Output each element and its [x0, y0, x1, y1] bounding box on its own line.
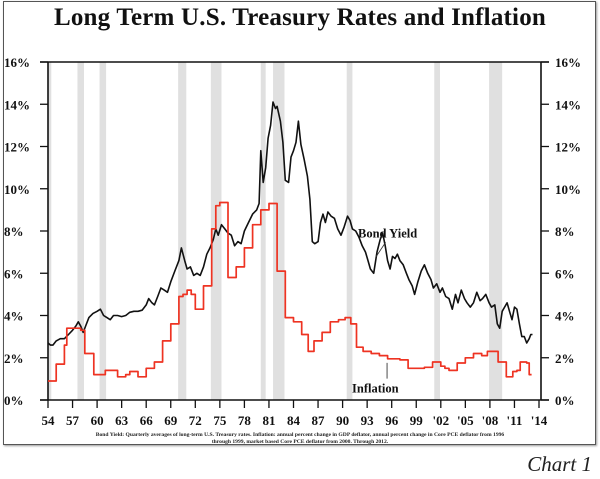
x-tick-label: 81	[262, 413, 275, 428]
y-tick-label-right: 10%	[555, 182, 581, 197]
x-tick-label: 72	[189, 413, 202, 428]
y-tick-label-right: 8%	[555, 224, 575, 239]
y-tick-label-right: 14%	[555, 97, 581, 112]
inflation-line	[48, 201, 532, 382]
x-tick-label: '08	[482, 413, 499, 428]
x-tick-label: '02	[432, 413, 449, 428]
inflation-annotation: Inflation	[352, 382, 399, 396]
recession-band	[346, 62, 353, 400]
y-tick-label-right: 12%	[555, 140, 581, 155]
y-tick-label-right: 4%	[555, 309, 575, 324]
x-tick-label: 57	[66, 413, 80, 428]
series-lines	[47, 101, 533, 382]
x-tick-label: '11	[506, 413, 522, 428]
chart-title: Long Term U.S. Treasury Rates and Inflat…	[53, 4, 546, 31]
x-tick-label: 90	[336, 413, 349, 428]
recession-band	[178, 62, 187, 400]
y-tick-label-left: 2%	[4, 351, 24, 366]
x-tick-label: 99	[410, 413, 424, 428]
y-tick-label-right: 2%	[555, 351, 575, 366]
y-tick-label-left: 10%	[4, 182, 30, 197]
x-tick-label: '05	[457, 413, 474, 428]
y-tick-label-left: 4%	[4, 309, 24, 324]
axes: 0% 0% 2% 2% 4% 4% 6% 6% 8% 8% 10% 10% 12% 12% 14% 14% 16…	[4, 55, 581, 428]
x-tick-label: 69	[164, 413, 178, 428]
recession-bands	[48, 62, 503, 400]
recession-band	[99, 62, 107, 400]
x-tick-label: 96	[385, 413, 399, 428]
y-tick-label-left: 8%	[4, 224, 24, 239]
recession-band	[434, 62, 440, 400]
y-tick-label-left: 0%	[4, 393, 24, 408]
x-tick-label: 66	[140, 413, 154, 428]
footnote-line-2: through 1999, market based Core PCE defl…	[211, 439, 389, 445]
recession-band	[48, 62, 52, 400]
y-tick-label-left: 16%	[4, 55, 30, 70]
x-tick-label: 84	[287, 413, 301, 428]
x-tick-label: 60	[91, 413, 104, 428]
recession-band	[260, 62, 266, 400]
x-tick-label: 63	[115, 413, 129, 428]
bond-yield-pointer	[375, 242, 386, 258]
y-tick-label-right: 16%	[555, 55, 581, 70]
y-tick-label-right: 0%	[555, 393, 575, 408]
bond-yield-line	[47, 101, 533, 346]
x-tick-label: 54	[42, 413, 56, 428]
x-tick-label: 75	[213, 413, 227, 428]
x-tick-label: 78	[238, 413, 252, 428]
x-tick-label: '14	[531, 413, 548, 428]
x-tick-label: 93	[361, 413, 375, 428]
bond-yield-annotation: Bond Yield	[358, 226, 417, 240]
y-tick-label-left: 14%	[4, 97, 30, 112]
y-tick-label-left: 12%	[4, 140, 30, 155]
recession-band	[273, 62, 285, 400]
y-tick-label-right: 6%	[555, 266, 575, 281]
y-tick-label-left: 6%	[4, 266, 24, 281]
x-tick-label: 87	[312, 413, 326, 428]
annotations: Bond Yield Inflation	[352, 226, 417, 395]
footnote: Bond Yield: Quarterly averages of long-t…	[40, 432, 560, 446]
chart-number-label: Chart 1	[527, 452, 592, 476]
footnote-line-1: Bond Yield: Quarterly averages of long-t…	[95, 432, 505, 438]
recession-band	[77, 62, 85, 400]
recession-band	[489, 62, 503, 400]
